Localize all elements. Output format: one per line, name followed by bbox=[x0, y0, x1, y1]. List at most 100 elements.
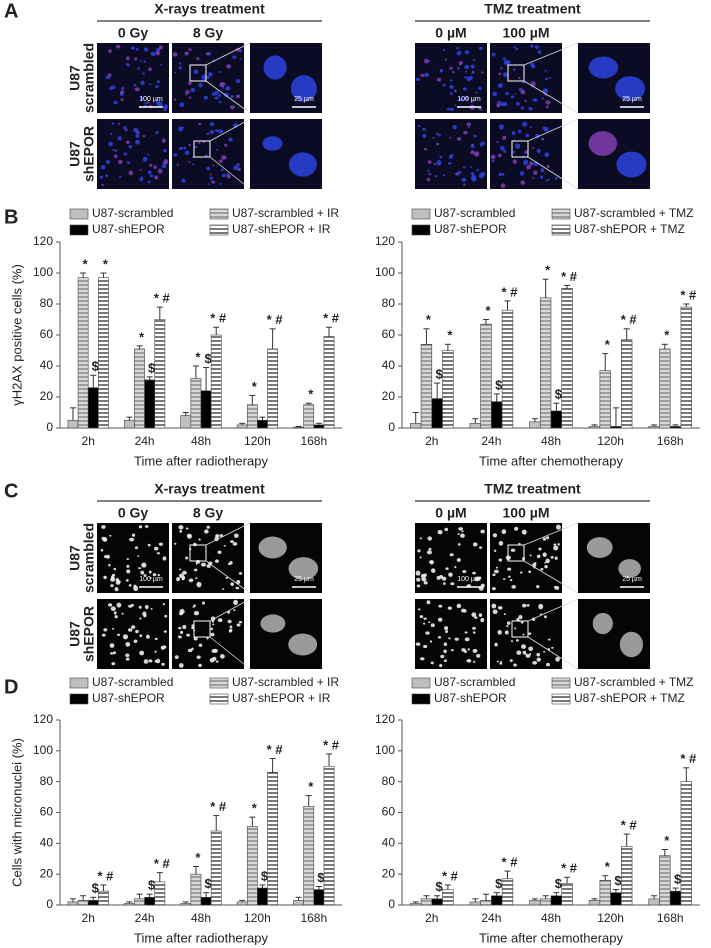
nucleus bbox=[536, 148, 541, 154]
nucleus bbox=[497, 606, 503, 610]
nucleus bbox=[235, 586, 240, 590]
nucleus bbox=[502, 57, 506, 61]
nucleus bbox=[178, 626, 182, 630]
nucleus bbox=[530, 62, 535, 67]
zoom-box bbox=[193, 140, 211, 158]
nucleus bbox=[148, 67, 152, 72]
significance-label: $ bbox=[436, 366, 444, 381]
nucleus bbox=[443, 649, 447, 654]
error-bar bbox=[326, 753, 333, 767]
nucleus bbox=[225, 85, 231, 91]
significance-label: * bbox=[605, 859, 611, 874]
nucleus bbox=[219, 70, 222, 74]
x-tick-label: 120h bbox=[597, 911, 624, 925]
nucleus bbox=[472, 542, 478, 547]
nucleus bbox=[442, 174, 446, 177]
significance-label: * # bbox=[502, 284, 519, 299]
bar bbox=[87, 900, 99, 906]
panel-letter: D bbox=[4, 676, 18, 698]
nucleus bbox=[510, 548, 516, 552]
significance-label: * bbox=[139, 329, 145, 344]
nucleus bbox=[110, 606, 116, 612]
nucleus bbox=[544, 77, 549, 81]
nucleus bbox=[508, 575, 511, 578]
nucleus bbox=[545, 179, 549, 182]
error-bar bbox=[315, 886, 322, 890]
nucleus bbox=[454, 566, 457, 569]
error-bar bbox=[423, 328, 430, 345]
nucleus bbox=[235, 79, 241, 84]
nucleus bbox=[111, 662, 116, 666]
error-bar bbox=[192, 365, 199, 379]
nucleus bbox=[111, 122, 115, 125]
error-bar bbox=[612, 889, 619, 893]
error-bar bbox=[305, 402, 312, 405]
nucleus bbox=[541, 97, 545, 100]
nucleus bbox=[215, 149, 219, 151]
nucleus bbox=[456, 603, 462, 609]
legend-swatch bbox=[411, 224, 431, 236]
nucleus bbox=[148, 570, 152, 574]
nucleus bbox=[190, 87, 196, 93]
nucleus bbox=[176, 163, 179, 166]
nucleus bbox=[491, 159, 495, 163]
x-axis-title: Time after chemotherapy bbox=[479, 453, 624, 468]
nucleus bbox=[163, 149, 167, 153]
nucleus bbox=[145, 634, 150, 639]
significance-label: * # bbox=[267, 742, 284, 757]
nucleus bbox=[125, 657, 130, 661]
nucleus bbox=[478, 613, 483, 618]
nucleus bbox=[509, 578, 513, 582]
nucleus bbox=[153, 165, 157, 170]
nucleus bbox=[135, 133, 140, 138]
bar bbox=[190, 873, 202, 906]
nucleus bbox=[209, 176, 214, 180]
bar bbox=[236, 424, 248, 429]
error-bar bbox=[683, 767, 690, 782]
nucleus bbox=[196, 655, 201, 659]
nucleus bbox=[147, 153, 150, 156]
nucleus bbox=[512, 159, 517, 164]
nucleus bbox=[498, 172, 502, 177]
nucleus bbox=[113, 154, 118, 159]
error-bar bbox=[213, 326, 220, 335]
nucleus bbox=[467, 648, 470, 651]
nucleus bbox=[518, 614, 523, 620]
nucleus bbox=[520, 180, 525, 185]
nucleus bbox=[158, 542, 164, 546]
nucleus bbox=[144, 604, 149, 609]
nucleus bbox=[479, 546, 483, 549]
x-tick-label: 2h bbox=[425, 434, 438, 448]
nucleus bbox=[193, 568, 198, 572]
error-bar bbox=[672, 887, 679, 892]
nucleus bbox=[515, 47, 518, 51]
nucleus bbox=[163, 108, 167, 112]
nucleus bbox=[432, 136, 435, 139]
nucleus bbox=[422, 127, 427, 131]
nucleus bbox=[239, 58, 242, 61]
error-bar bbox=[259, 884, 266, 889]
nucleus bbox=[423, 148, 428, 151]
nucleus bbox=[198, 643, 203, 647]
nucleus bbox=[537, 50, 542, 55]
nucleus bbox=[436, 77, 442, 82]
error-bar bbox=[434, 895, 441, 899]
nucleus bbox=[547, 178, 551, 181]
legend-label: U87-shEPOR + TMZ bbox=[574, 691, 685, 705]
column-label: 0 Gy bbox=[118, 505, 149, 521]
error-bar bbox=[80, 272, 87, 278]
nucleus bbox=[452, 70, 455, 74]
nucleus bbox=[117, 122, 120, 125]
nucleus bbox=[480, 618, 485, 623]
error-bar bbox=[504, 300, 511, 311]
nucleus bbox=[528, 646, 534, 652]
bar bbox=[134, 348, 145, 429]
nucleus bbox=[110, 584, 114, 588]
nucleus bbox=[130, 46, 136, 50]
nucleus bbox=[546, 536, 550, 540]
nucleus bbox=[138, 567, 142, 570]
nucleus bbox=[419, 537, 423, 540]
nucleus bbox=[462, 166, 466, 169]
zoom-line bbox=[523, 80, 579, 114]
nucleus bbox=[437, 635, 442, 639]
